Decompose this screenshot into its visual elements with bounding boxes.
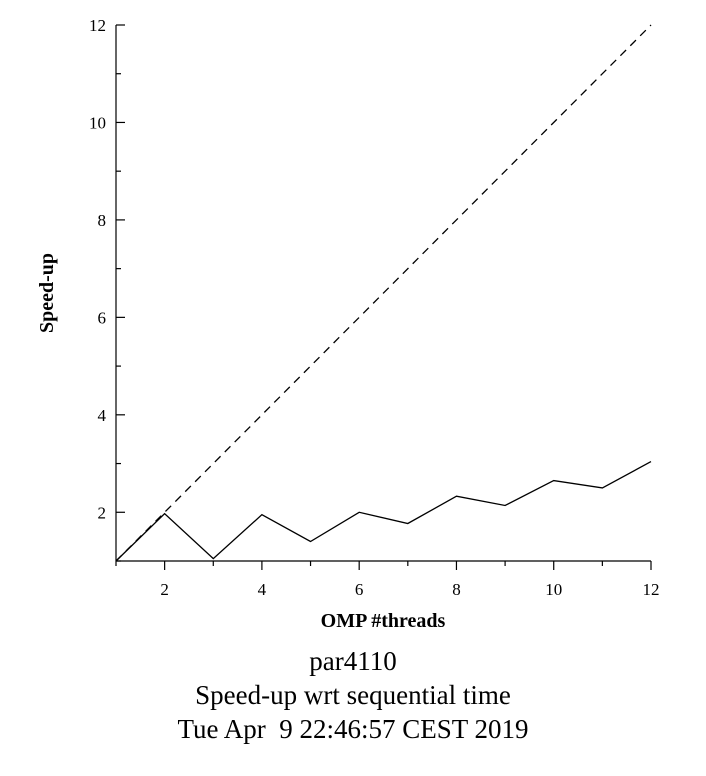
caption-line-1: par4110 [309,646,397,676]
y-tick-label: 4 [98,406,107,425]
x-axis-title: OMP #threads [321,610,446,632]
caption-line-3: Tue Apr 9 22:46:57 CEST 2019 [177,714,529,744]
x-tick-label: 12 [643,580,660,599]
x-tick-label: 10 [545,580,562,599]
speedup-chart: 2 4 6 8 10 12 2 4 6 8 10 12 OMP #threads Speed-up [36,16,660,632]
ideal-speedup-line [115,24,652,562]
measured-speedup-line [115,461,652,562]
x-tick-label: 4 [258,580,267,599]
y-axis-title: Speed-up [36,253,58,333]
caption-line-2: Speed-up wrt sequential time [195,680,511,710]
x-tick-label: 8 [452,580,461,599]
series-group [115,24,652,562]
y-tick-label: 2 [98,503,107,522]
y-tick-label: 12 [89,16,106,35]
y-tick-label: 8 [98,211,107,230]
x-tick-label: 2 [160,580,169,599]
axes: 2 4 6 8 10 12 2 4 6 8 10 12 [89,16,660,599]
x-tick-label: 6 [355,580,364,599]
y-tick-label: 6 [98,308,107,327]
y-tick-label: 10 [89,113,106,132]
